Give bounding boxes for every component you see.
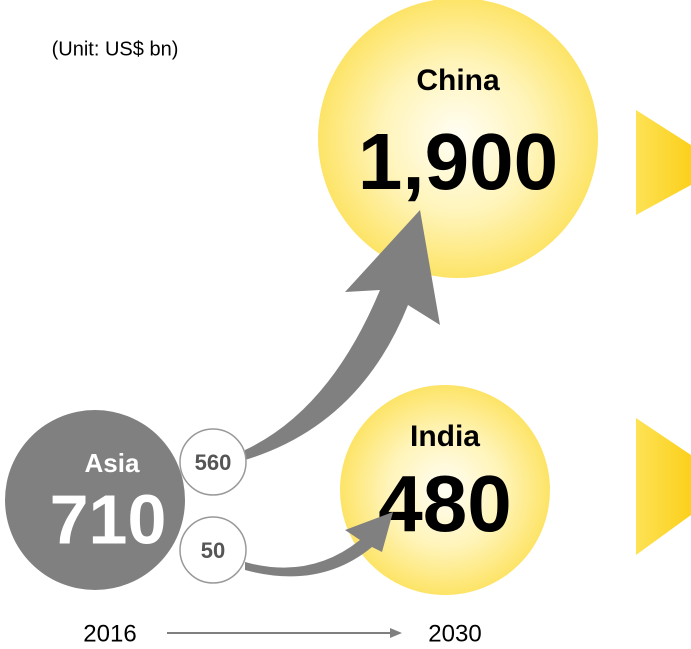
asia-label: Asia (85, 448, 140, 478)
india-circle (340, 385, 550, 595)
flow-value: 50 (201, 538, 225, 563)
flow-value: 560 (195, 450, 232, 475)
arrow-triangle (636, 110, 691, 215)
timeline-arrowhead (390, 628, 402, 638)
india-label: India (410, 420, 480, 453)
china-label: China (416, 64, 500, 97)
flow-circle (179, 428, 247, 496)
asia-value: 710 (50, 480, 167, 558)
flow-arrow (245, 210, 440, 460)
arrow-triangle (636, 418, 691, 555)
timeline-end: 2030 (428, 620, 481, 647)
flow-arrow (245, 512, 393, 577)
timeline-start: 2016 (83, 620, 136, 647)
china-circle (318, 0, 598, 278)
asia-circle (5, 410, 185, 590)
flow-circle (179, 516, 247, 584)
unit-label: (Unit: US$ bn) (52, 38, 179, 60)
china-value: 1,900 (358, 117, 558, 206)
india-value: 480 (378, 459, 511, 548)
